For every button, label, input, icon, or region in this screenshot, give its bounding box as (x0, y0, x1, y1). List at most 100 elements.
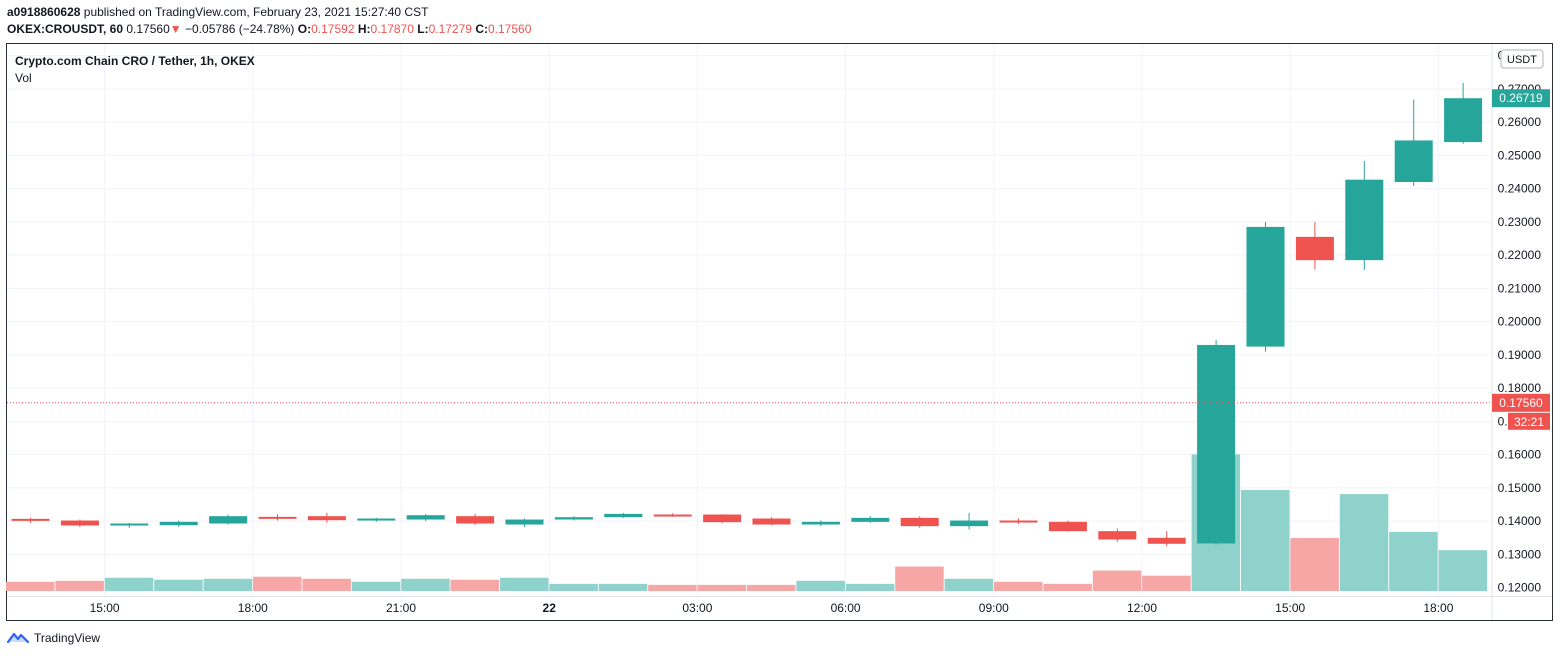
candle-body[interactable] (1048, 521, 1087, 532)
volume-bar (203, 578, 253, 591)
brand-name: TradingView (34, 631, 101, 645)
volume-bar (55, 580, 104, 591)
ohlc-header: OKEX:CROUSDT, 60 0.17560 ▼ −0.05786 (−24.… (7, 22, 531, 36)
y-tick-label: 0.20000 (1498, 315, 1542, 329)
candle-body[interactable] (307, 516, 346, 521)
y-tick-label: 0.23000 (1498, 215, 1542, 229)
last-price-label-box (1492, 89, 1550, 108)
chart-title[interactable]: Crypto.com Chain CRO / Tether, 1h, OKEX (15, 54, 255, 68)
volume-bar (1339, 494, 1389, 591)
candle-body[interactable] (752, 518, 791, 525)
candle-body[interactable] (11, 518, 50, 521)
volume-bar (697, 584, 747, 591)
volume-bar (6, 581, 55, 591)
candle-body[interactable] (1444, 98, 1483, 143)
candle-body[interactable] (653, 514, 692, 517)
volume-bar (154, 579, 203, 591)
volume-bar (351, 581, 401, 591)
high-label: H: (357, 22, 371, 36)
candle-body[interactable] (60, 520, 99, 526)
tradingview-logo-icon (7, 632, 29, 644)
x-tick-label: 03:00 (682, 601, 712, 615)
candle-body[interactable] (999, 520, 1038, 523)
volume-bar (648, 584, 697, 591)
candle-body[interactable] (604, 513, 643, 518)
volume-bar (1389, 531, 1438, 591)
volume-bar (549, 583, 598, 591)
symbol-label: OKEX:CROUSDT, 60 (7, 22, 124, 36)
candle-body[interactable] (1098, 531, 1137, 540)
x-tick-label: 21:00 (386, 601, 416, 615)
volume-bar (1092, 570, 1142, 591)
candle-body[interactable] (209, 516, 248, 524)
candle-body[interactable] (703, 514, 742, 523)
published-text: published on TradingView.com, February 2… (83, 5, 429, 19)
volume-label[interactable]: Vol (15, 71, 32, 85)
y-tick-label: 0.16000 (1498, 448, 1542, 462)
x-tick-label: 18:00 (238, 601, 268, 615)
currency-badge[interactable] (1500, 49, 1544, 69)
volume-bar (845, 583, 895, 591)
volume-bar (1142, 575, 1191, 591)
candle-body[interactable] (1394, 140, 1433, 182)
y-tick-label: 0.21000 (1498, 281, 1542, 295)
author-name[interactable]: a0918860628 (7, 5, 81, 19)
current-price-label: 0.17560 (1499, 396, 1543, 410)
candle-body[interactable] (406, 515, 445, 520)
footer-brand[interactable]: TradingView (7, 631, 100, 645)
price-change: −0.05786 (−24.78%) (185, 22, 295, 36)
countdown-label-box (1508, 412, 1550, 430)
y-tick-label: 0.14000 (1498, 514, 1542, 528)
candle-body[interactable] (505, 519, 544, 525)
volume-bar (994, 581, 1043, 591)
x-tick-label: 18:00 (1423, 601, 1453, 615)
x-tick-label: 15:00 (1275, 601, 1305, 615)
candle-body[interactable] (1147, 537, 1186, 544)
volume-bar (1290, 537, 1339, 591)
high-value: 0.17870 (370, 22, 414, 36)
publish-info: a0918860628 published on TradingView.com… (7, 5, 428, 19)
low-value: 0.17279 (428, 22, 472, 36)
currency-label: USDT (1507, 54, 1537, 66)
candle-body[interactable] (110, 523, 149, 526)
open-value: 0.17592 (311, 22, 355, 36)
y-tick-label: 0.12000 (1498, 581, 1542, 595)
candle-body[interactable] (801, 521, 840, 525)
chart-frame (6, 43, 1553, 621)
down-arrow-icon: ▼ (169, 22, 182, 36)
volume-bar (253, 576, 302, 591)
x-tick-label: 22 (543, 601, 557, 615)
volume-bar (1043, 583, 1092, 591)
candle-body[interactable] (1295, 236, 1334, 261)
candle-body[interactable] (1246, 226, 1285, 347)
last-price-label: 0.26719 (1499, 91, 1543, 105)
candle-body[interactable] (456, 516, 495, 524)
close-label: C: (475, 22, 488, 36)
candle-body[interactable] (900, 517, 939, 527)
close-value: 0.17560 (487, 22, 532, 36)
y-tick-label: 0.25000 (1498, 148, 1542, 162)
candle-body[interactable] (258, 516, 297, 519)
candle-body[interactable] (1345, 179, 1384, 261)
volume-bar (302, 578, 351, 591)
volume-bar (450, 579, 500, 591)
y-tick-label: 0.22000 (1498, 248, 1542, 262)
candle-body[interactable] (1197, 344, 1236, 544)
candle-body[interactable] (159, 521, 198, 526)
volume-bar (1438, 550, 1488, 591)
y-tick-label: 0.18000 (1498, 381, 1542, 395)
y-tick-label: 0.15000 (1498, 481, 1542, 495)
candle-body[interactable] (851, 517, 890, 522)
x-tick-label: 06:00 (831, 601, 861, 615)
candle-body[interactable] (554, 517, 593, 520)
open-label: O: (297, 22, 312, 36)
volume-bar (944, 578, 994, 591)
low-label: L: (417, 22, 429, 36)
candle-body[interactable] (357, 518, 396, 521)
volume-bar (1241, 490, 1290, 591)
volume-bar (104, 577, 154, 591)
candle-body[interactable] (950, 520, 989, 527)
volume-bar (895, 566, 944, 591)
x-tick-label: 12:00 (1127, 601, 1157, 615)
